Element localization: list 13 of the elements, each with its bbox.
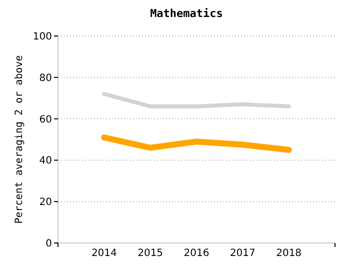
y-tick-label: 60: [39, 114, 52, 126]
x-tick-label: 2016: [184, 248, 210, 259]
y-tick-label: 100: [32, 32, 52, 42]
y-tick-label: 0: [46, 238, 52, 250]
x-tick-label: 2015: [138, 248, 164, 259]
x-tick-label: 2014: [91, 248, 117, 259]
y-tick-label: 40: [39, 156, 52, 167]
y-axis-title: Percent averaging 2 or above: [14, 55, 25, 224]
y-tick-label: 20: [39, 197, 52, 208]
y-tick-label: 80: [39, 72, 52, 84]
x-tick-label: 2018: [276, 248, 302, 259]
chart-title: Mathematics: [150, 7, 223, 20]
x-tick-label: 2017: [230, 248, 256, 259]
